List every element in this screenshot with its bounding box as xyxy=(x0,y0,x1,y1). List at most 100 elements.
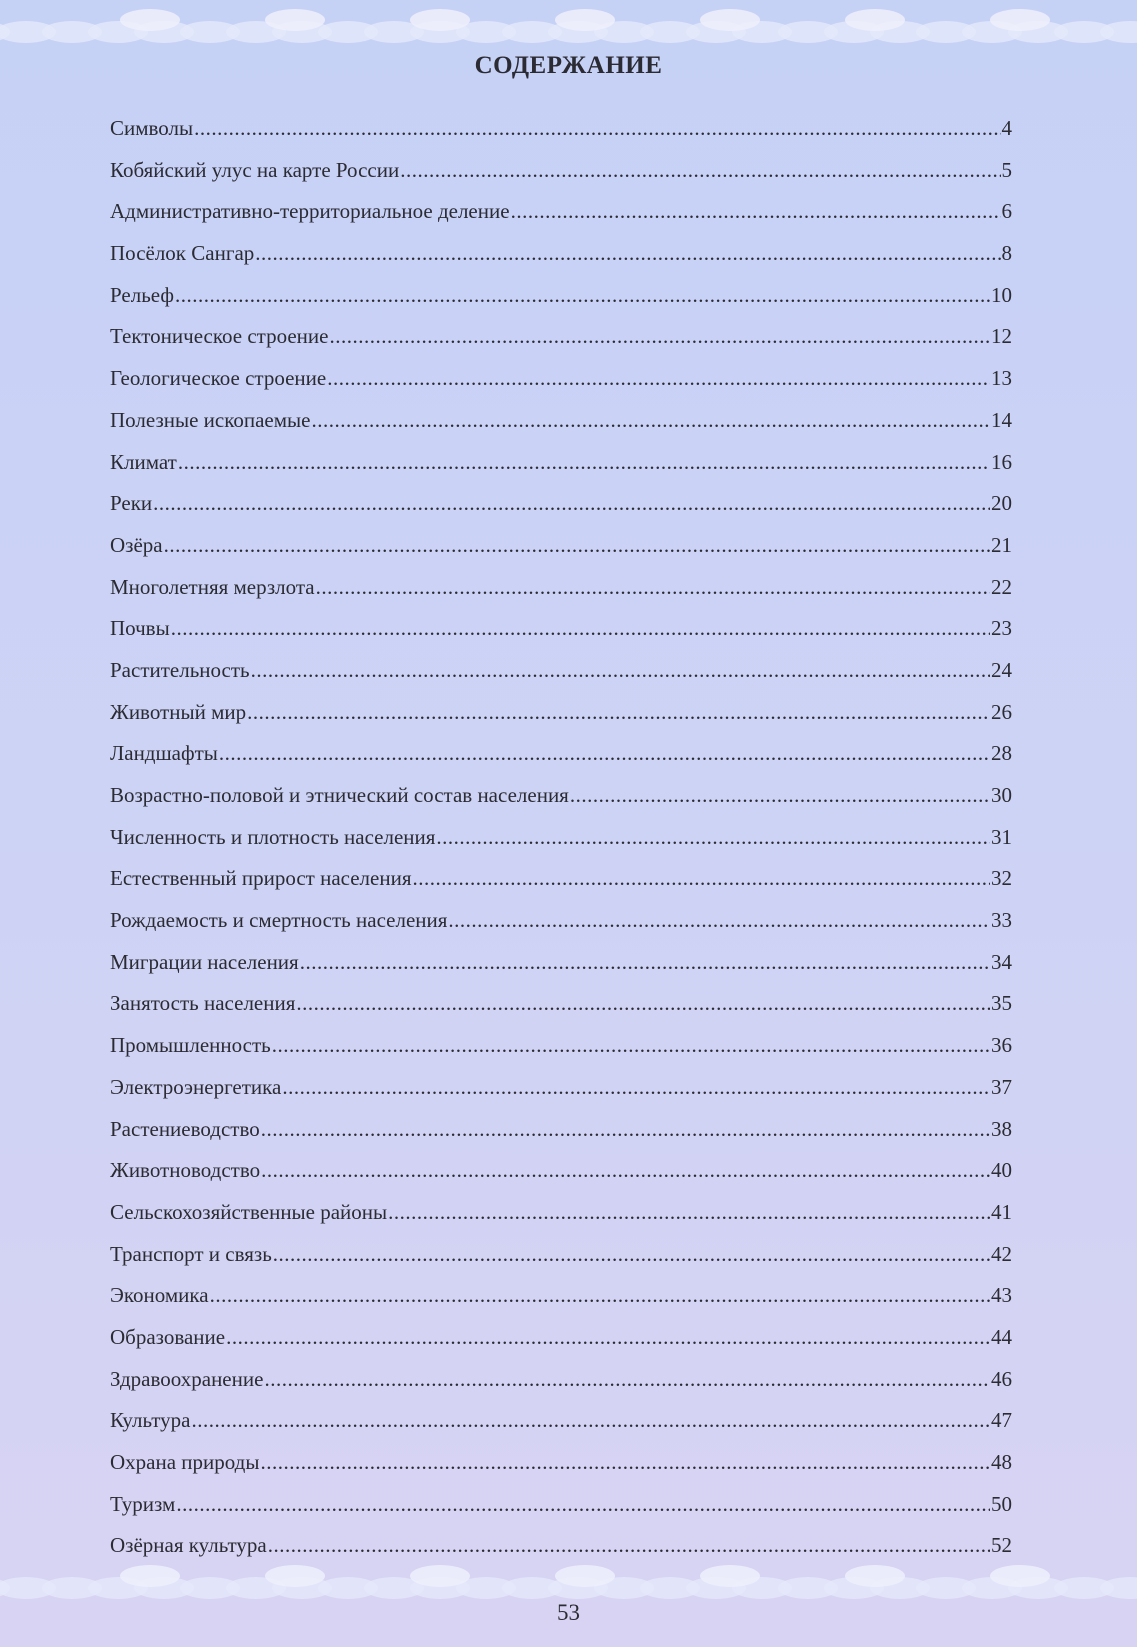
toc-entry-label: Растениеводство xyxy=(110,1116,260,1141)
toc-leader-dots xyxy=(448,904,990,936)
toc-leader-dots xyxy=(400,154,1000,186)
toc-entry[interactable]: Многолетняя мерзлота 22 xyxy=(110,571,1012,613)
toc-entry-page: 23 xyxy=(991,616,1012,641)
toc-entry[interactable]: Туризм 50 xyxy=(110,1488,1012,1530)
toc-entry-label: Почвы xyxy=(110,616,170,641)
toc-leader-dots xyxy=(327,362,990,394)
toc-entry[interactable]: Здравоохранение 46 xyxy=(110,1363,1012,1405)
toc-entry-label: Тектоническое строение xyxy=(110,324,329,349)
toc-leader-dots xyxy=(255,237,1000,269)
toc-entry-label: Естественный прирост населения xyxy=(110,866,412,891)
toc-entry-page: 48 xyxy=(991,1450,1012,1474)
toc-leader-dots xyxy=(273,1238,990,1270)
toc-leader-dots xyxy=(171,612,990,644)
toc-entry-page: 43 xyxy=(991,1283,1012,1308)
toc-leader-dots xyxy=(175,279,990,311)
toc-entry[interactable]: Климат 16 xyxy=(110,446,1012,488)
toc-entry-label: Административно-территориальное деление xyxy=(110,199,510,224)
toc-entry-label: Образование xyxy=(110,1324,226,1349)
toc-entry[interactable]: Промышленность 36 xyxy=(110,1029,1012,1071)
toc-entry-page: 37 xyxy=(991,1074,1012,1099)
toc-entry-page: 30 xyxy=(991,783,1012,807)
toc-entry[interactable]: Полезные ископаемые 14 xyxy=(110,404,1012,446)
toc-entry[interactable]: Миграции населения 34 xyxy=(110,946,1012,988)
toc-entry[interactable]: Озёра 21 xyxy=(110,529,1012,571)
toc-entry-page: 10 xyxy=(991,282,1012,307)
table-of-contents: Символы 4 Кобяйский улус на карте России 5 А… xyxy=(110,112,1012,1571)
toc-entry-label: Животноводство xyxy=(110,1158,261,1183)
toc-entry[interactable]: Экономика 43 xyxy=(110,1279,1012,1321)
toc-entry[interactable]: Геологическое строение 13 xyxy=(110,362,1012,404)
toc-entry[interactable]: Сельскохозяйственные районы 41 xyxy=(110,1196,1012,1238)
toc-entry-page: 44 xyxy=(991,1324,1012,1349)
toc-entry[interactable]: Растительность 24 xyxy=(110,654,1012,696)
toc-entry-page: 26 xyxy=(991,699,1012,724)
toc-entry-page: 40 xyxy=(991,1158,1012,1183)
toc-entry-label: Полезные ископаемые xyxy=(110,407,311,432)
toc-entry[interactable]: Животный мир 26 xyxy=(110,696,1012,738)
toc-leader-dots xyxy=(261,1154,990,1186)
toc-entry-page: 28 xyxy=(991,741,1012,766)
toc-entry-page: 14 xyxy=(991,407,1012,432)
toc-entry-label: Ландшафты xyxy=(110,741,218,766)
toc-entry-page: 4 xyxy=(1001,116,1013,140)
toc-entry[interactable]: Рельеф 10 xyxy=(110,279,1012,321)
toc-entry-label: Рождаемость и смертность населения xyxy=(110,908,448,933)
toc-entry[interactable]: Естественный прирост населения 32 xyxy=(110,862,1012,904)
toc-entry-page: 46 xyxy=(991,1366,1012,1391)
toc-entry[interactable]: Озёрная культура 52 xyxy=(110,1529,1012,1571)
toc-entry[interactable]: Охрана природы 48 xyxy=(110,1446,1012,1488)
toc-entry[interactable]: Реки 20 xyxy=(110,487,1012,529)
page-number: 53 xyxy=(557,1600,580,1625)
toc-leader-dots xyxy=(282,1071,990,1103)
toc-entry[interactable]: Символы 4 xyxy=(110,112,1012,154)
toc-entry[interactable]: Тектоническое строение 12 xyxy=(110,320,1012,362)
toc-entry-page: 20 xyxy=(991,491,1012,516)
toc-entry-label: Электроэнергетика xyxy=(110,1074,282,1099)
toc-entry-page: 52 xyxy=(991,1533,1012,1558)
toc-entry[interactable]: Рождаемость и смертность населения 33 xyxy=(110,904,1012,946)
toc-entry[interactable]: Кобяйский улус на карте России 5 xyxy=(110,154,1012,196)
toc-entry[interactable]: Посёлок Сангар 8 xyxy=(110,237,1012,279)
toc-leader-dots xyxy=(329,320,990,352)
toc-leader-dots xyxy=(261,1113,990,1145)
toc-leader-dots xyxy=(178,446,990,478)
toc-entry-page: 50 xyxy=(991,1491,1012,1516)
toc-entry-label: Занятость населения xyxy=(110,991,296,1016)
toc-entry-label: Символы xyxy=(110,116,194,140)
toc-entry[interactable]: Растениеводство 38 xyxy=(110,1113,1012,1155)
toc-entry-label: Посёлок Сангар xyxy=(110,241,255,266)
toc-entry-label: Растительность xyxy=(110,657,250,682)
toc-entry[interactable]: Культура 47 xyxy=(110,1404,1012,1446)
toc-leader-dots xyxy=(164,529,990,561)
toc-entry[interactable]: Возрастно-половой и этнический состав на… xyxy=(110,779,1012,821)
toc-entry[interactable]: Животноводство 40 xyxy=(110,1154,1012,1196)
toc-entry-page: 24 xyxy=(991,657,1012,682)
toc-entry[interactable]: Занятость населения 35 xyxy=(110,987,1012,1029)
toc-leader-dots xyxy=(191,1404,990,1436)
toc-leader-dots xyxy=(260,1446,990,1478)
toc-entry-page: 12 xyxy=(991,324,1012,349)
toc-entry-label: Здравоохранение xyxy=(110,1366,264,1391)
toc-entry[interactable]: Ландшафты 28 xyxy=(110,737,1012,779)
toc-entry-page: 35 xyxy=(991,991,1012,1016)
toc-entry[interactable]: Образование 44 xyxy=(110,1321,1012,1363)
page-title: СОДЕРЖАНИЕ xyxy=(474,52,663,79)
toc-entry-label: Геологическое строение xyxy=(110,366,327,391)
toc-entry[interactable]: Численность и плотность населения 31 xyxy=(110,821,1012,863)
toc-entry[interactable]: Транспорт и связь 42 xyxy=(110,1238,1012,1280)
toc-entry-label: Озёра xyxy=(110,532,163,557)
toc-entry[interactable]: Электроэнергетика 37 xyxy=(110,1071,1012,1113)
toc-leader-dots xyxy=(153,487,990,519)
toc-leader-dots xyxy=(268,1529,990,1561)
toc-entry-page: 6 xyxy=(1001,199,1013,224)
cloud-border-bottom xyxy=(0,1565,1137,1599)
toc-entry-page: 8 xyxy=(1001,241,1013,266)
toc-entry[interactable]: Административно-территориальное деление 6 xyxy=(110,195,1012,237)
toc-entry-page: 34 xyxy=(991,949,1012,974)
toc-entry[interactable]: Почвы 23 xyxy=(110,612,1012,654)
toc-entry-label: Численность и плотность населения xyxy=(110,824,436,849)
toc-leader-dots xyxy=(436,821,990,853)
toc-entry-page: 36 xyxy=(991,1033,1012,1058)
toc-leader-dots xyxy=(210,1279,990,1311)
